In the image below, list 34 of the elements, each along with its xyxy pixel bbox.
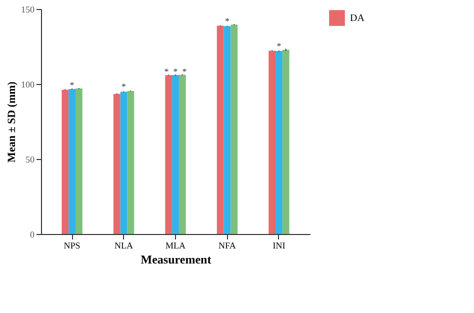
bar — [178, 74, 186, 234]
y-axis-title: Mean ± SD (mm) — [6, 81, 18, 162]
x-tick-label: MLA — [166, 240, 186, 250]
x-axis-title: Measurement — [140, 252, 212, 266]
x-tick-label: NLA — [114, 240, 134, 250]
bar — [172, 75, 179, 234]
bar — [276, 51, 282, 234]
annotation: * — [122, 81, 127, 92]
annotation: * — [173, 66, 178, 76]
bar — [120, 92, 128, 234]
y-tick-label: 100 — [21, 80, 35, 90]
bar — [224, 26, 231, 234]
bar — [282, 50, 290, 234]
bar — [127, 91, 134, 234]
bar — [62, 90, 69, 234]
x-tick-label: INI — [272, 240, 286, 250]
x-tick-label: NPS — [64, 240, 80, 250]
y-tick-label: 50 — [26, 154, 35, 164]
y-tick-label: 0 — [30, 230, 35, 240]
x-tick-label: NFA — [218, 240, 236, 250]
legend-label: DA — [350, 13, 366, 24]
bar — [216, 26, 224, 234]
bar — [75, 88, 82, 234]
bar — [165, 75, 172, 234]
bar — [113, 94, 120, 234]
annotation: * — [182, 66, 188, 76]
annotation: * — [164, 66, 170, 76]
annotation: * — [276, 40, 282, 51]
bar — [268, 50, 276, 234]
annotation: * — [224, 16, 230, 26]
y-tick-label: 150 — [21, 4, 35, 14]
bar — [68, 88, 76, 234]
bar — [230, 24, 238, 234]
annotation: * — [70, 80, 75, 90]
